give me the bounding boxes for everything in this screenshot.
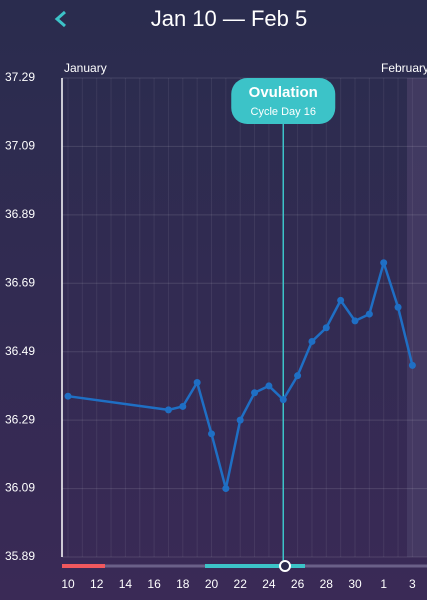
temperature-point	[322, 324, 330, 332]
temperature-point	[294, 372, 302, 380]
x-tick-label: 12	[90, 577, 104, 591]
temperature-point	[308, 337, 316, 345]
x-tick-label: 28	[320, 577, 334, 591]
x-tick-label: 24	[262, 577, 276, 591]
x-tick-label: 20	[205, 577, 219, 591]
temperature-point	[208, 430, 215, 438]
ovulation-detail: Cycle Day 16	[251, 106, 316, 118]
x-tick-label: 14	[119, 577, 133, 591]
y-tick-label: 36.69	[5, 275, 35, 289]
month-label: February	[381, 61, 427, 75]
y-tick-label: 36.49	[5, 344, 35, 358]
y-tick-label: 37.09	[5, 139, 35, 153]
back-button[interactable]	[54, 10, 66, 28]
y-tick-label: 36.09	[5, 481, 35, 495]
x-tick-label: 26	[291, 577, 305, 591]
month-label: January	[64, 61, 107, 75]
temperature-point	[337, 296, 345, 304]
temperature-point	[380, 259, 388, 267]
ovulation-badge	[231, 78, 336, 124]
x-tick-label: 16	[147, 577, 161, 591]
x-tick-label: 22	[234, 577, 248, 591]
temperature-point	[251, 389, 259, 397]
future-band	[407, 78, 427, 557]
temperature-point	[365, 310, 373, 318]
x-tick-label: 30	[348, 577, 362, 591]
temperature-point	[193, 379, 201, 387]
temperature-point	[222, 485, 230, 493]
temperature-point	[164, 406, 172, 414]
temperature-point	[351, 317, 359, 325]
chart-title: Jan 10 — Feb 5	[151, 6, 308, 31]
temperature-point	[179, 402, 187, 410]
temperature-point	[236, 416, 244, 424]
scrubber-handle[interactable]	[279, 560, 291, 572]
x-tick-label: 3	[409, 577, 416, 591]
y-tick-label: 36.89	[5, 207, 35, 221]
y-tick-label: 37.29	[5, 70, 35, 84]
temperature-point	[394, 303, 402, 311]
x-tick-label: 18	[176, 577, 190, 591]
temperature-point	[64, 392, 72, 400]
temperature-point	[265, 382, 273, 390]
x-tick-label: 1	[380, 577, 387, 591]
y-tick-label: 35.89	[5, 549, 35, 563]
ovulation-label: Ovulation	[249, 84, 318, 101]
temperature-point	[279, 396, 287, 404]
temperature-point	[408, 361, 416, 369]
x-tick-label: 10	[61, 577, 75, 591]
y-tick-label: 36.29	[5, 412, 35, 426]
